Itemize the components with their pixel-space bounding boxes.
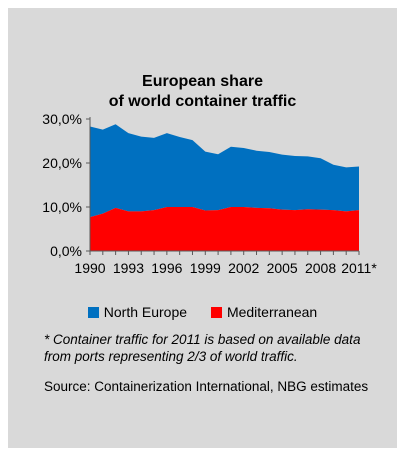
area-series-north-europe <box>90 124 359 218</box>
x-tick-label: 1990 <box>74 260 105 276</box>
x-tick-label: 1996 <box>151 260 182 276</box>
chart-title-line-2: of world container traffic <box>108 93 297 110</box>
x-tick-label: 2002 <box>228 260 259 276</box>
footnote: * Container traffic for 2011 is based on… <box>44 332 361 364</box>
legend-label-mediterranean: Mediterranean <box>226 304 318 320</box>
x-tick-label: 1999 <box>190 260 221 276</box>
chart-axes: 0,0% 10,0% 20,0% 30,0% 1990 1993 1996 1999 2002 2… <box>42 111 377 276</box>
x-tick-label: 2005 <box>267 260 298 276</box>
legend-swatch-mediterranean <box>210 306 222 318</box>
x-tick-label: 2008 <box>305 260 336 276</box>
area-series-mediterranean <box>90 207 359 251</box>
y-tick-label: 20,0% <box>42 155 82 171</box>
x-tick-label: 1993 <box>113 260 144 276</box>
source-note: Source: Containerization International, … <box>44 379 369 394</box>
x-tick-label: 2011* <box>341 260 377 276</box>
y-tick-label: 30,0% <box>42 111 82 127</box>
legend-item-north-europe: North Europe <box>87 304 188 320</box>
chart-title-line-1: European share <box>142 73 263 90</box>
legend-label-north-europe: North Europe <box>103 304 188 320</box>
legend-item-mediterranean: Mediterranean <box>210 304 318 320</box>
y-tick-label: 10,0% <box>42 199 82 215</box>
chart-card: European share of world container traffi… <box>8 8 397 448</box>
chart-plot: 0,0% 10,0% 20,0% 30,0% 1990 1993 1996 1999 2002 2… <box>42 111 377 276</box>
y-tick-label: 0,0% <box>50 243 82 259</box>
chart-title: European share of world container traffi… <box>8 72 397 112</box>
chart-areas <box>90 124 359 251</box>
chart-legend: North Europe Mediterranean <box>8 304 397 321</box>
legend-swatch-north-europe <box>87 306 99 318</box>
